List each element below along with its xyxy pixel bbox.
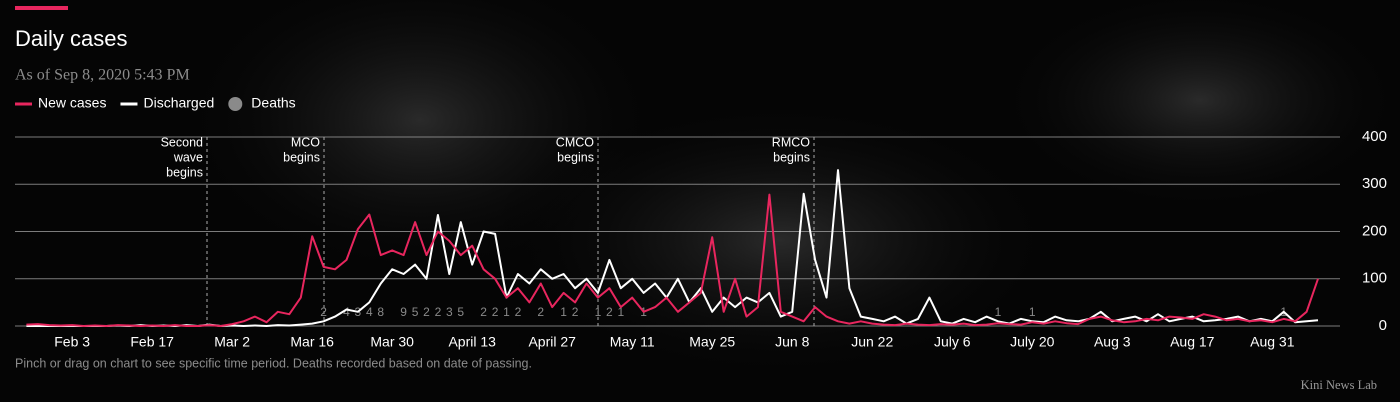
texture	[480, 90, 1080, 390]
death-count: 5	[457, 305, 464, 319]
death-count: 1	[560, 305, 567, 319]
death-count: 1	[1029, 305, 1036, 319]
accent-bar	[15, 6, 68, 10]
x-tick-label: Jun 22	[851, 334, 893, 350]
legend-label: New cases	[38, 95, 106, 111]
death-count: 1	[503, 305, 510, 319]
annotation-label: MCO	[291, 135, 320, 149]
death-count: 2	[537, 305, 544, 319]
annotation-label: begins	[773, 150, 810, 164]
legend: New cases Discharged Deaths	[15, 95, 296, 111]
death-count: 4	[366, 305, 373, 319]
death-count: 9	[400, 305, 407, 319]
x-tick-label: April 27	[528, 334, 576, 350]
x-tick-label: Aug 3	[1094, 334, 1131, 350]
death-count: 1	[995, 305, 1002, 319]
death-count: 1	[595, 305, 602, 319]
annotation-label: begins	[283, 150, 320, 164]
death-count: 2	[435, 305, 442, 319]
series-line	[26, 169, 1319, 327]
source: Kini News Lab	[1301, 378, 1377, 392]
legend-label: Discharged	[143, 95, 214, 111]
death-count: 1	[617, 305, 624, 319]
x-tick-label: Jun 8	[775, 334, 809, 350]
x-tick-label: Aug 31	[1250, 334, 1295, 350]
death-count: 2	[423, 305, 430, 319]
annotation-label: wave	[173, 150, 203, 164]
x-tick-label: May 25	[689, 334, 735, 350]
death-count: 5	[412, 305, 419, 319]
note: Pinch or drag on chart to see specific t…	[15, 356, 532, 370]
y-tick-label: 100	[1362, 270, 1387, 287]
y-tick-label: 400	[1362, 128, 1387, 145]
death-count: 2	[606, 305, 613, 319]
death-count: 2	[515, 305, 522, 319]
chart-subtitle: As of Sep 8, 2020 5:43 PM	[15, 67, 190, 84]
death-count: 2	[320, 305, 327, 319]
death-count: 2	[480, 305, 487, 319]
series-line	[26, 193, 1319, 327]
x-tick-label: Feb 17	[130, 334, 174, 350]
annotation-label: begins	[166, 165, 203, 179]
x-tick-label: Feb 3	[54, 334, 90, 350]
x-tick-label: Aug 17	[1170, 334, 1215, 350]
x-tick-label: July 20	[1010, 334, 1055, 350]
legend-swatch	[228, 97, 243, 111]
y-tick-label: 200	[1362, 222, 1387, 239]
annotation-label: RMCO	[772, 135, 810, 149]
x-tick-label: April 13	[448, 334, 496, 350]
annotation-label: begins	[557, 150, 594, 164]
annotation-label: CMCO	[556, 135, 594, 149]
x-tick-label: Mar 16	[290, 334, 334, 350]
chart-title: Daily cases	[15, 26, 127, 51]
legend-label: Deaths	[251, 95, 295, 111]
x-tick-label: July 6	[934, 334, 971, 350]
death-count: 2	[572, 305, 579, 319]
annotation-label: Second	[161, 135, 203, 149]
x-tick-label: May 11	[610, 334, 655, 350]
y-tick-label: 0	[1379, 317, 1387, 334]
death-count: 8	[377, 305, 384, 319]
death-count: 4	[343, 305, 350, 319]
death-count: 3	[446, 305, 453, 319]
x-tick-label: Mar 2	[214, 334, 250, 350]
y-tick-label: 300	[1362, 175, 1387, 192]
texture	[980, 0, 1400, 220]
x-tick-label: Mar 30	[370, 334, 414, 350]
death-count: 2	[492, 305, 499, 319]
